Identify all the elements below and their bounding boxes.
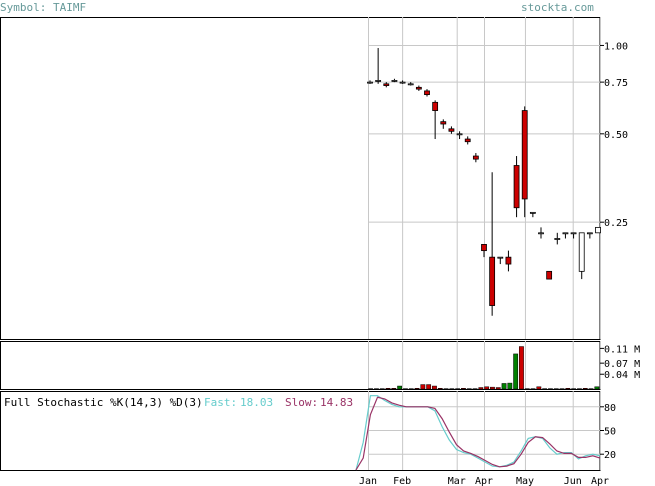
volume-bar (484, 386, 490, 390)
price-panel-frame (0, 17, 601, 340)
volume-bar (490, 386, 495, 390)
volume-bar (519, 346, 524, 390)
candle-body (481, 244, 487, 252)
volume-bar (437, 388, 443, 390)
candle-body (554, 238, 561, 240)
x-tick-label: May (516, 476, 534, 486)
volume-tick-label: 0.11 M (604, 344, 640, 355)
candle-body (399, 81, 406, 84)
candle-body (415, 86, 422, 90)
x-tick-label: Jan (359, 476, 377, 486)
volume-bar (391, 388, 397, 390)
x-tick-label: Jun (564, 476, 582, 486)
fast-line (355, 395, 601, 471)
volume-bar (432, 385, 437, 390)
candle-body (424, 90, 430, 96)
candle-body (570, 232, 577, 235)
stochastic-tick-label: 20 (604, 450, 616, 461)
x-tick-label: Mar (448, 476, 466, 486)
candle-body (505, 256, 512, 265)
candle-body (521, 110, 528, 200)
volume-panel-frame (0, 341, 601, 390)
stochastic-tick-label: 80 (604, 403, 616, 414)
x-tick-label: Apr (591, 476, 609, 486)
candle-body (578, 232, 585, 272)
slow-value: 14.83 (320, 396, 354, 409)
candle-body (529, 211, 536, 214)
volume-tick-label: 0.04 M (604, 370, 640, 381)
candle-body (391, 80, 398, 82)
candle-body (464, 138, 471, 143)
volume-bar (397, 385, 403, 390)
slow-label: Slow: (285, 396, 319, 409)
price-tick-label: 1.00 (604, 41, 628, 52)
volume-bar (536, 386, 542, 390)
fast-label: Fast: (204, 396, 238, 409)
symbol-label[interactable]: Symbol: TAIMF (0, 1, 87, 14)
candle-body (407, 83, 414, 86)
candle-body (497, 256, 504, 259)
candle-body (440, 121, 447, 125)
volume-bar (565, 388, 571, 390)
x-tick-label: Feb (393, 476, 411, 486)
volume-bar (414, 388, 420, 390)
volume-bar (507, 382, 513, 390)
indicator-title: Full Stochastic %K(14,3) %D(3) (4, 396, 203, 409)
candle-body (546, 270, 553, 280)
volume-bar (513, 353, 519, 390)
x-tick-label: Apr (475, 476, 493, 486)
price-tick-label: 0.25 (604, 218, 628, 229)
candle-body (489, 256, 496, 306)
price-tick-label: 0.75 (604, 78, 628, 89)
candle-body (375, 80, 382, 82)
volume-bar (420, 384, 426, 390)
fast-value: 18.03 (240, 396, 274, 409)
volume-bar (461, 388, 466, 390)
volume-bar (495, 387, 501, 390)
candle-body (586, 232, 593, 235)
candle-body (432, 101, 439, 111)
slow-line (355, 396, 601, 471)
candle-body (562, 232, 569, 235)
volume-bar (501, 383, 507, 390)
volume-bar (385, 388, 391, 390)
candle-body (472, 155, 479, 160)
candle-body (448, 128, 455, 132)
candle-body (513, 165, 520, 209)
candle-body (456, 133, 463, 136)
volume-bar (478, 387, 484, 390)
volume-bar (426, 384, 432, 390)
stochastic-tick-label: 50 (604, 427, 616, 438)
price-tick-label: 0.50 (604, 130, 628, 141)
site-link[interactable]: stockta.com (521, 1, 594, 14)
volume-tick-label: 0.07 M (604, 359, 640, 370)
candle-body (367, 81, 373, 84)
volume-bar (594, 386, 600, 390)
candle-body (383, 83, 390, 86)
candle-body (538, 232, 544, 235)
volume-bar (582, 388, 588, 390)
candle-body (595, 226, 601, 234)
